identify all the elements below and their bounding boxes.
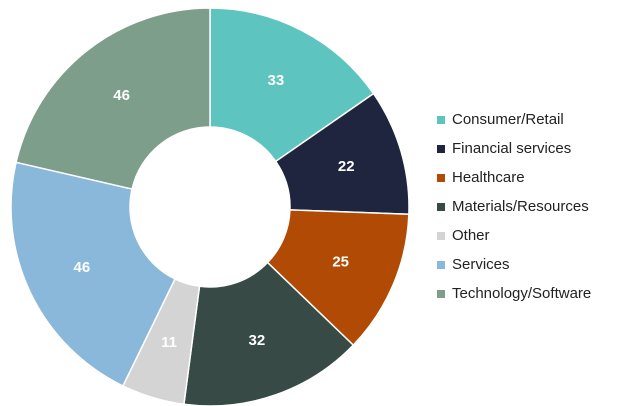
legend-swatch <box>437 290 445 298</box>
slice <box>209 7 375 163</box>
legend-label: Other <box>452 227 490 244</box>
legend-swatch <box>437 116 445 124</box>
slice <box>10 161 176 387</box>
slice <box>15 7 211 190</box>
legend-swatch <box>437 203 445 211</box>
value-label: 46 <box>113 87 130 104</box>
value-label: 22 <box>338 158 355 175</box>
legend-swatch <box>437 145 445 153</box>
legend-label: Financial services <box>452 140 571 157</box>
legend-swatch <box>437 174 445 182</box>
legend-swatch <box>437 232 445 240</box>
slice <box>266 209 410 347</box>
slice <box>183 261 355 406</box>
value-label: 11 <box>161 334 177 351</box>
legend-label: Consumer/Retail <box>452 111 564 128</box>
value-label: 46 <box>74 259 91 276</box>
legend-swatch <box>437 261 445 269</box>
legend-label: Healthcare <box>452 169 525 186</box>
value-label: 25 <box>332 254 349 271</box>
legend-label: Services <box>452 256 510 273</box>
legend-label: Technology/Software <box>452 285 591 302</box>
value-label: 33 <box>268 72 285 89</box>
legend-label: Materials/Resources <box>452 198 589 215</box>
value-label: 32 <box>248 332 265 349</box>
